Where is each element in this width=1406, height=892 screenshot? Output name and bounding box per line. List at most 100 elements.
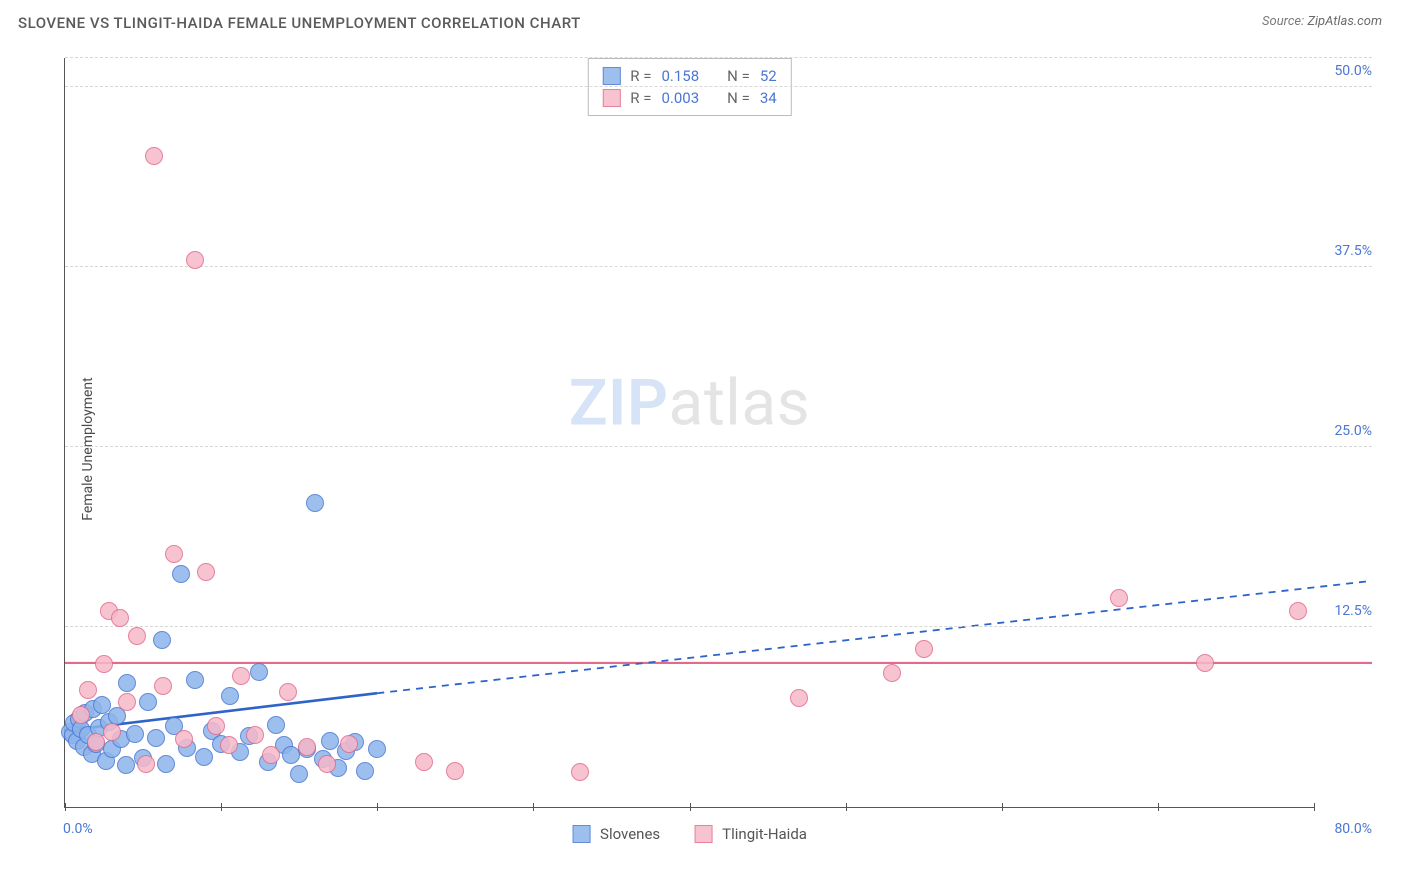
swatch-tlingit-icon xyxy=(694,825,712,843)
data-point xyxy=(306,494,324,512)
data-point xyxy=(147,729,165,747)
x-tick xyxy=(846,803,847,811)
data-point xyxy=(154,677,172,695)
data-point xyxy=(246,726,264,744)
data-point xyxy=(111,609,129,627)
x-tick xyxy=(1158,803,1159,811)
swatch-slovenes-icon xyxy=(602,67,620,85)
legend-item-slovenes: Slovenes xyxy=(572,825,660,843)
n-value-slovenes: 52 xyxy=(760,67,777,85)
n-label: N = xyxy=(727,89,750,107)
watermark-atlas: atlas xyxy=(669,365,811,440)
data-point xyxy=(197,563,215,581)
data-point xyxy=(368,740,386,758)
r-value-slovenes: 0.158 xyxy=(661,67,699,85)
data-point xyxy=(139,693,157,711)
data-point xyxy=(267,716,285,734)
legend-label-tlingit: Tlingit-Haida xyxy=(722,825,807,843)
data-point xyxy=(145,147,163,165)
data-point xyxy=(207,717,225,735)
n-label: N = xyxy=(727,67,750,85)
y-tick-label: 12.5% xyxy=(1334,603,1372,619)
source-attribution: Source: ZipAtlas.com xyxy=(1262,14,1382,29)
data-point xyxy=(186,671,204,689)
data-point xyxy=(95,655,113,673)
data-point xyxy=(175,730,193,748)
data-point xyxy=(153,631,171,649)
data-point xyxy=(1196,654,1214,672)
gridline xyxy=(65,626,1372,627)
y-tick-label: 50.0% xyxy=(1334,63,1372,79)
data-point xyxy=(87,733,105,751)
x-tick xyxy=(65,803,66,811)
data-point xyxy=(915,640,933,658)
data-point xyxy=(118,693,136,711)
swatch-tlingit-icon xyxy=(602,89,620,107)
data-point xyxy=(165,545,183,563)
gridline xyxy=(65,446,1372,447)
data-point xyxy=(279,683,297,701)
data-point xyxy=(220,736,238,754)
data-point xyxy=(340,735,358,753)
data-point xyxy=(298,738,316,756)
watermark-zip: ZIP xyxy=(569,365,669,440)
data-point xyxy=(1110,589,1128,607)
data-point xyxy=(172,565,190,583)
data-point xyxy=(250,663,268,681)
data-point xyxy=(221,687,239,705)
x-end-label: 80.0% xyxy=(1334,821,1372,837)
source-value: ZipAtlas.com xyxy=(1307,14,1382,29)
x-tick xyxy=(377,803,378,811)
data-point xyxy=(186,251,204,269)
chart-title: SLOVENE VS TLINGIT-HAIDA FEMALE UNEMPLOY… xyxy=(18,14,581,32)
correlation-legend: R = 0.158 N = 52 R = 0.003 N = 34 xyxy=(587,58,791,116)
data-point xyxy=(290,765,308,783)
source-label: Source: xyxy=(1262,14,1304,29)
legend-label-slovenes: Slovenes xyxy=(600,825,660,843)
data-point xyxy=(157,755,175,773)
data-point xyxy=(571,763,589,781)
data-point xyxy=(883,664,901,682)
data-point xyxy=(356,762,374,780)
x-tick xyxy=(690,803,691,811)
data-point xyxy=(137,755,155,773)
y-tick-label: 37.5% xyxy=(1334,243,1372,259)
r-value-tlingit: 0.003 xyxy=(661,89,699,107)
x-start-label: 0.0% xyxy=(63,821,93,837)
data-point xyxy=(415,753,433,771)
data-point xyxy=(790,689,808,707)
legend-item-tlingit: Tlingit-Haida xyxy=(694,825,807,843)
chart-area: Female Unemployment ZIPatlas R = 0.158 N… xyxy=(18,42,1382,856)
r-label: R = xyxy=(630,67,651,85)
r-label: R = xyxy=(630,89,651,107)
data-point xyxy=(117,756,135,774)
gridline xyxy=(65,57,1372,58)
x-tick xyxy=(533,803,534,811)
data-point xyxy=(1289,602,1307,620)
swatch-slovenes-icon xyxy=(572,825,590,843)
data-point xyxy=(195,748,213,766)
y-tick-label: 25.0% xyxy=(1334,423,1372,439)
data-point xyxy=(118,674,136,692)
x-tick xyxy=(1314,803,1315,811)
data-point xyxy=(72,706,90,724)
watermark: ZIPatlas xyxy=(569,365,810,440)
x-tick xyxy=(221,803,222,811)
scatter-plot: ZIPatlas R = 0.158 N = 52 R = 0.003 N = … xyxy=(64,58,1314,808)
legend-row-tlingit: R = 0.003 N = 34 xyxy=(602,87,776,109)
gridline xyxy=(65,266,1372,267)
n-value-tlingit: 34 xyxy=(760,89,777,107)
x-tick xyxy=(1002,803,1003,811)
legend-row-slovenes: R = 0.158 N = 52 xyxy=(602,65,776,87)
data-point xyxy=(232,667,250,685)
data-point xyxy=(446,762,464,780)
series-legend: Slovenes Tlingit-Haida xyxy=(572,825,807,843)
data-point xyxy=(126,725,144,743)
trend-lines xyxy=(65,58,1314,807)
data-point xyxy=(128,627,146,645)
data-point xyxy=(318,755,336,773)
data-point xyxy=(103,723,121,741)
data-point xyxy=(79,681,97,699)
data-point xyxy=(262,746,280,764)
gridline xyxy=(65,86,1372,87)
